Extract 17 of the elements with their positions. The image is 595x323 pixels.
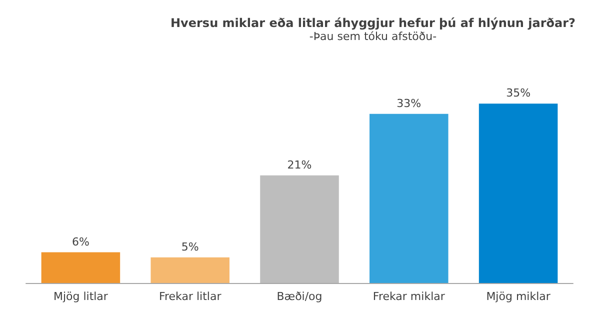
data-label: 21%	[287, 158, 312, 172]
data-label: 5%	[181, 240, 199, 254]
bar	[370, 114, 448, 283]
chart-title: Hversu miklar eða litlar áhyggjur hefur þú af hlýnun jarðar?	[170, 16, 576, 30]
data-label: 35%	[506, 86, 531, 100]
bar	[41, 252, 120, 283]
x-tick-label: Mjög miklar	[486, 290, 551, 303]
x-tick-label: Frekar miklar	[372, 290, 446, 303]
bar	[150, 257, 230, 283]
x-tick-label: Frekar litlar	[158, 290, 222, 303]
chart-subtitle: -Þau sem tóku afstöðu-	[309, 30, 437, 43]
data-label: 6%	[72, 235, 90, 248]
data-label: 33%	[396, 96, 422, 110]
bar	[260, 175, 339, 283]
x-tick-label: Mjög litlar	[53, 290, 108, 303]
bar	[478, 104, 558, 283]
x-tick-label: Bæði/og	[276, 290, 322, 303]
